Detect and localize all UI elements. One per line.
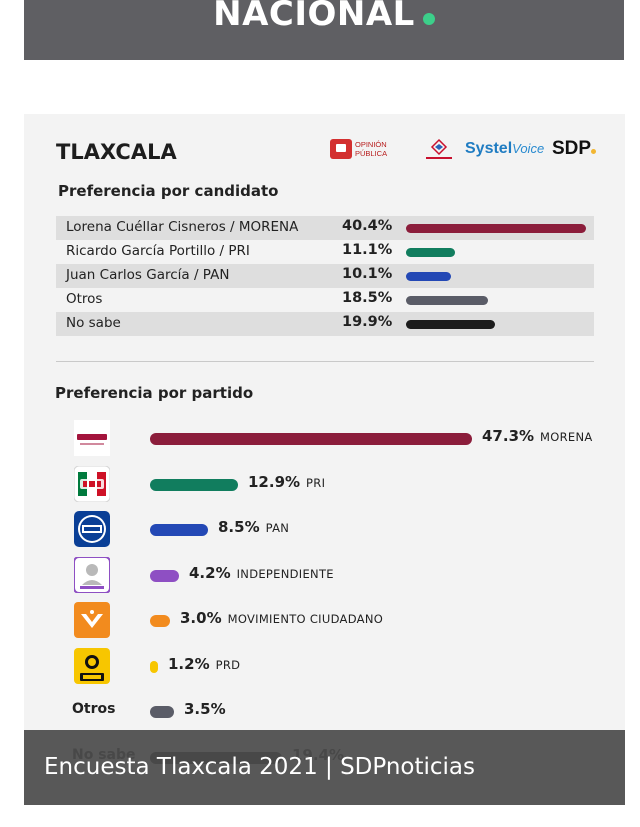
party-bar	[150, 524, 208, 536]
party-percent: 3.5%	[184, 700, 226, 718]
party-value: 3.5%	[184, 700, 226, 718]
candidate-value: 18.5%	[342, 290, 393, 306]
section-divider	[56, 361, 594, 362]
party-name: PAN	[265, 521, 290, 535]
candidate-row: Ricardo García Portillo / PRI 11.1%	[56, 240, 594, 264]
candidate-bar	[406, 272, 451, 281]
pri-logo-icon	[74, 466, 110, 502]
candidate-name: Juan Carlos García / PAN	[66, 267, 230, 283]
party-row: 12.9% PRI	[56, 466, 616, 506]
candidate-row: No sabe 19.9%	[56, 312, 594, 336]
candidate-chart: Lorena Cuéllar Cisneros / MORENA 40.4% Ric…	[56, 216, 594, 336]
party-name: INDEPENDIENTE	[236, 567, 334, 581]
candidate-bar	[406, 320, 495, 329]
party-bar	[150, 479, 238, 491]
morena-logo-icon	[74, 420, 110, 456]
section-title[interactable]: NACIONAL	[24, 0, 624, 34]
party-bar	[150, 661, 158, 673]
candidate-name: Ricardo García Portillo / PRI	[66, 243, 250, 259]
party-name: PRD	[215, 658, 241, 672]
party-value: 3.0% MOVIMIENTO CIUDADANO	[180, 609, 383, 627]
section-header: NACIONAL	[24, 0, 624, 60]
pollster-logos: OPINIÓN PÚBLICA SystelVoice SDP	[330, 138, 600, 164]
party-bar	[150, 433, 472, 445]
section-dot-icon	[422, 13, 435, 25]
candidate-bar	[406, 296, 488, 305]
parties-section-title: Preferencia por partido	[55, 384, 254, 402]
party-bar	[150, 570, 179, 582]
party-name: MORENA	[540, 430, 593, 444]
candidate-bar	[406, 248, 455, 257]
sdp-dot-icon	[591, 149, 597, 154]
party-row: 3.0% MOVIMIENTO CIUDADANO	[56, 602, 616, 642]
movimiento-ciudadano-logo-icon	[74, 602, 110, 638]
party-value: 4.2% INDEPENDIENTE	[189, 564, 334, 582]
systel-voice-logo: SystelVoice	[465, 140, 545, 157]
party-percent: 3.0%	[180, 609, 222, 627]
party-row: 4.2% INDEPENDIENTE	[56, 557, 616, 597]
candidate-row: Lorena Cuéllar Cisneros / MORENA 40.4%	[56, 216, 594, 240]
party-percent: 1.2%	[168, 655, 210, 673]
candidate-name: Lorena Cuéllar Cisneros / MORENA	[66, 219, 299, 235]
party-percent: 47.3%	[482, 427, 535, 445]
pan-logo-icon	[74, 511, 110, 547]
candidate-value: 19.9%	[342, 314, 393, 330]
opinion-publica-logo: OPINIÓN PÚBLICA	[330, 138, 387, 159]
candidate-name: No sabe	[66, 315, 121, 331]
party-percent: 4.2%	[189, 564, 231, 582]
candidate-value: 10.1%	[342, 266, 393, 282]
section-label[interactable]: NACIONAL	[213, 0, 415, 34]
opinion-publica-icon	[330, 138, 352, 159]
party-label: Otros	[72, 701, 116, 717]
candidate-row: Otros 18.5%	[56, 288, 594, 312]
party-value: 1.2% PRD	[168, 655, 240, 673]
opinion-publica-text: OPINIÓN PÚBLICA	[355, 139, 388, 158]
party-row: Otros 3.5%	[56, 693, 616, 733]
image-caption: Encuesta Tlaxcala 2021 | SDPnoticias	[24, 730, 625, 805]
caption-text: Encuesta Tlaxcala 2021 | SDPnoticias	[44, 754, 476, 780]
state-title: TLAXCALA	[56, 140, 177, 164]
party-percent: 8.5%	[218, 518, 260, 536]
party-bar	[150, 615, 170, 627]
party-name: MOVIMIENTO CIUDADANO	[227, 612, 384, 626]
candidate-value: 40.4%	[342, 218, 393, 234]
sd-logo-icon	[426, 138, 452, 159]
party-row: 47.3% MORENA	[56, 420, 616, 460]
party-row: 8.5% PAN	[56, 511, 616, 551]
party-row: 1.2% PRD	[56, 648, 616, 688]
party-percent: 12.9%	[248, 473, 301, 491]
party-value: 12.9% PRI	[248, 473, 325, 491]
prd-logo-icon	[74, 648, 110, 684]
independiente-logo-icon	[74, 557, 110, 593]
party-value: 8.5% PAN	[218, 518, 289, 536]
party-bar	[150, 706, 174, 718]
candidates-section-title: Preferencia por candidato	[58, 182, 279, 200]
party-value: 47.3% MORENA	[482, 427, 593, 445]
party-name: PRI	[306, 476, 326, 490]
poll-infographic: TLAXCALA OPINIÓN PÚBLICA SystelVoice SDP …	[24, 114, 625, 804]
candidate-row: Juan Carlos García / PAN 10.1%	[56, 264, 594, 288]
candidate-value: 11.1%	[342, 242, 393, 258]
candidate-bar	[406, 224, 586, 233]
sdp-logo: SDP	[552, 138, 597, 160]
candidate-name: Otros	[66, 291, 103, 307]
